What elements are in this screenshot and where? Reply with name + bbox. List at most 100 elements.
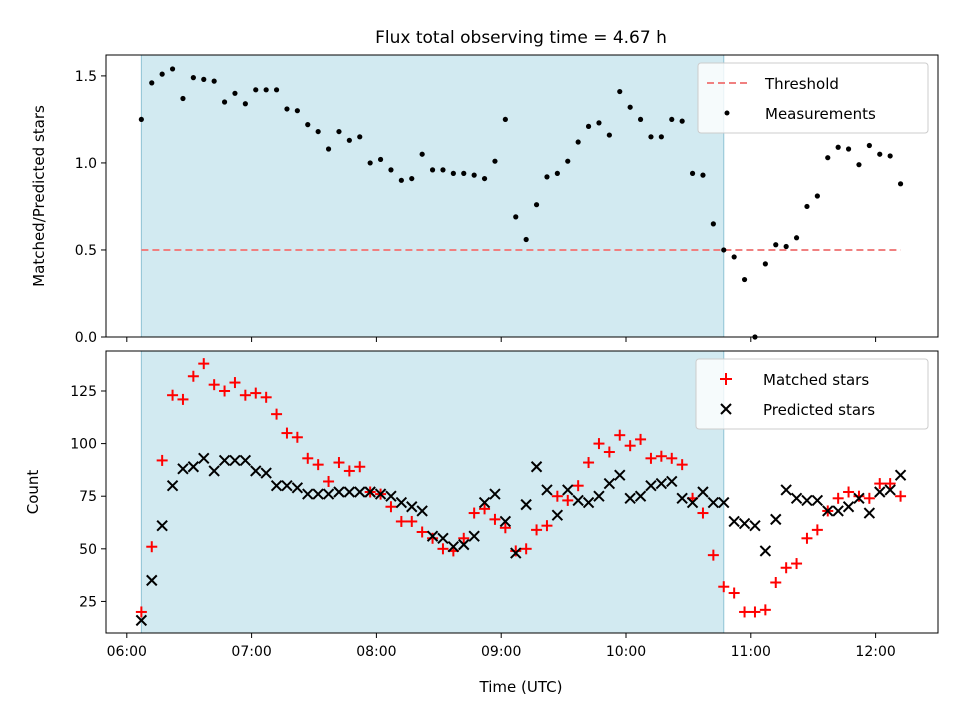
legend-predicted-swatch xyxy=(720,403,732,415)
legend-matched-label: Matched stars xyxy=(763,371,869,389)
predicted-star-point xyxy=(676,492,688,505)
matched-star-point xyxy=(250,387,262,399)
measurement-point xyxy=(689,170,696,176)
matched-star-point xyxy=(271,408,283,420)
measurement-point xyxy=(523,236,529,243)
y-tick-label: 50 xyxy=(79,542,97,558)
matched-star-point xyxy=(832,492,844,504)
top-axes-frame xyxy=(105,54,939,338)
predicted-star-point xyxy=(437,532,449,545)
predicted-star-point xyxy=(510,547,522,559)
measurement-point xyxy=(357,134,363,140)
measurement-point xyxy=(502,116,508,123)
predicted-star-point xyxy=(728,515,740,528)
measurement-point xyxy=(149,80,155,86)
y-tick-label: 25 xyxy=(79,594,97,610)
y-tick-label: 0.5 xyxy=(75,243,97,259)
matched-star-point xyxy=(312,459,324,471)
measurement-point xyxy=(461,170,467,176)
predicted-star-point xyxy=(499,515,512,528)
measurement-point xyxy=(409,175,415,182)
measurement-point xyxy=(211,78,217,84)
matched-star-point xyxy=(749,606,761,618)
predicted-star-point xyxy=(832,505,844,517)
predicted-star-point xyxy=(395,496,408,509)
bottom-panel: 25 50 75 100 125 06:00 07:00 08:00 09:00 10:00 11… xyxy=(24,350,939,696)
legend-matched-swatch xyxy=(720,373,732,385)
measurement-point xyxy=(450,170,456,176)
matched-star-point xyxy=(239,389,251,401)
matched-star-point xyxy=(323,475,335,487)
matched-star-point xyxy=(479,503,491,515)
matched-star-point xyxy=(863,492,875,504)
matched-star-point xyxy=(302,452,314,464)
measurement-point xyxy=(492,158,498,164)
predicted-star-point xyxy=(614,469,626,481)
measurement-point xyxy=(897,181,904,187)
predicted-star-point xyxy=(666,475,678,488)
predicted-star-point xyxy=(291,482,304,494)
predicted-star-point xyxy=(385,490,397,502)
matched-star-point xyxy=(208,379,220,391)
measurement-point xyxy=(825,155,831,161)
legend-threshold-label: Threshold xyxy=(764,75,839,93)
matched-star-point xyxy=(385,501,397,513)
predicted-star-point xyxy=(478,496,491,509)
predicted-star-point xyxy=(863,507,876,519)
x-tick-label: 07:00 xyxy=(231,644,271,660)
matched-star-point xyxy=(614,429,626,441)
measurement-point xyxy=(877,151,883,157)
matched-star-point xyxy=(156,454,168,466)
matched-star-point xyxy=(801,532,813,544)
predicted-star-point xyxy=(780,484,792,496)
measurement-point xyxy=(253,87,259,93)
predicted-star-point xyxy=(593,490,605,502)
predicted-star-point xyxy=(853,492,865,505)
measurement-point xyxy=(783,243,789,250)
predicted-star-point xyxy=(447,541,460,553)
measurement-point xyxy=(180,95,186,102)
measurement-point xyxy=(814,193,820,199)
predicted-star-point xyxy=(458,538,470,551)
matched-star-point xyxy=(531,524,543,536)
matched-star-point xyxy=(343,465,355,477)
predicted-star-point xyxy=(634,490,647,502)
measurement-point xyxy=(190,75,196,81)
matched-star-point xyxy=(728,587,740,599)
matched-star-point xyxy=(354,461,366,473)
measurement-point xyxy=(669,116,675,123)
matched-star-point xyxy=(811,524,823,536)
matched-star-point xyxy=(843,486,855,498)
measurement-point xyxy=(741,276,748,283)
predicted-star-point xyxy=(270,479,283,492)
matched-star-point xyxy=(593,438,605,450)
y-tick-label: 75 xyxy=(79,489,97,505)
matched-star-point xyxy=(718,581,730,593)
predicted-star-point xyxy=(218,454,231,467)
measurement-point xyxy=(305,122,311,128)
matched-star-point xyxy=(489,513,501,525)
matched-star-point xyxy=(541,520,553,532)
predicted-star-point xyxy=(416,505,428,517)
predicted-star-point xyxy=(187,461,200,473)
measurement-point xyxy=(721,247,727,253)
predicted-star-point xyxy=(759,545,772,557)
x-axis-label: Time (UTC) xyxy=(479,678,563,696)
bottom-legend: Matched stars Predicted stars xyxy=(695,358,929,430)
measurement-point xyxy=(398,177,404,183)
measurement-point xyxy=(554,170,560,176)
matched-star-point xyxy=(676,459,688,471)
measurement-point xyxy=(658,134,664,140)
y-tick-label: 1.5 xyxy=(75,69,97,85)
x-tick-label: 10:00 xyxy=(606,644,646,660)
predicted-star-point xyxy=(354,486,366,498)
measurement-point xyxy=(845,146,852,152)
measurement-point xyxy=(419,151,425,157)
matched-star-point xyxy=(645,452,657,464)
measurement-point xyxy=(481,175,488,182)
matched-star-point xyxy=(333,457,345,469)
measurement-point xyxy=(429,167,436,173)
predicted-star-point xyxy=(322,488,335,500)
matched-star-point xyxy=(853,490,865,502)
